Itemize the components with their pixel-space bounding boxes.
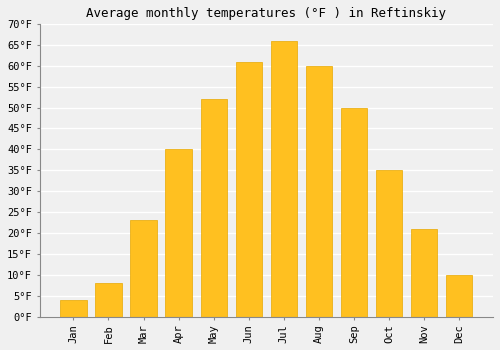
Bar (270, 41, 297, 317)
Bar (236, 62, 262, 317)
Bar (306, 66, 332, 317)
Title: Average monthly temperatures (°F ) in Reftinskiy: Average monthly temperatures (°F ) in Re… (86, 7, 446, 20)
Bar (130, 220, 156, 317)
Bar (446, 275, 472, 317)
Bar (200, 99, 227, 317)
Bar (411, 229, 438, 317)
Bar (96, 283, 122, 317)
Bar (376, 170, 402, 317)
Bar (60, 300, 86, 317)
Bar (341, 107, 367, 317)
Bar (166, 149, 192, 317)
